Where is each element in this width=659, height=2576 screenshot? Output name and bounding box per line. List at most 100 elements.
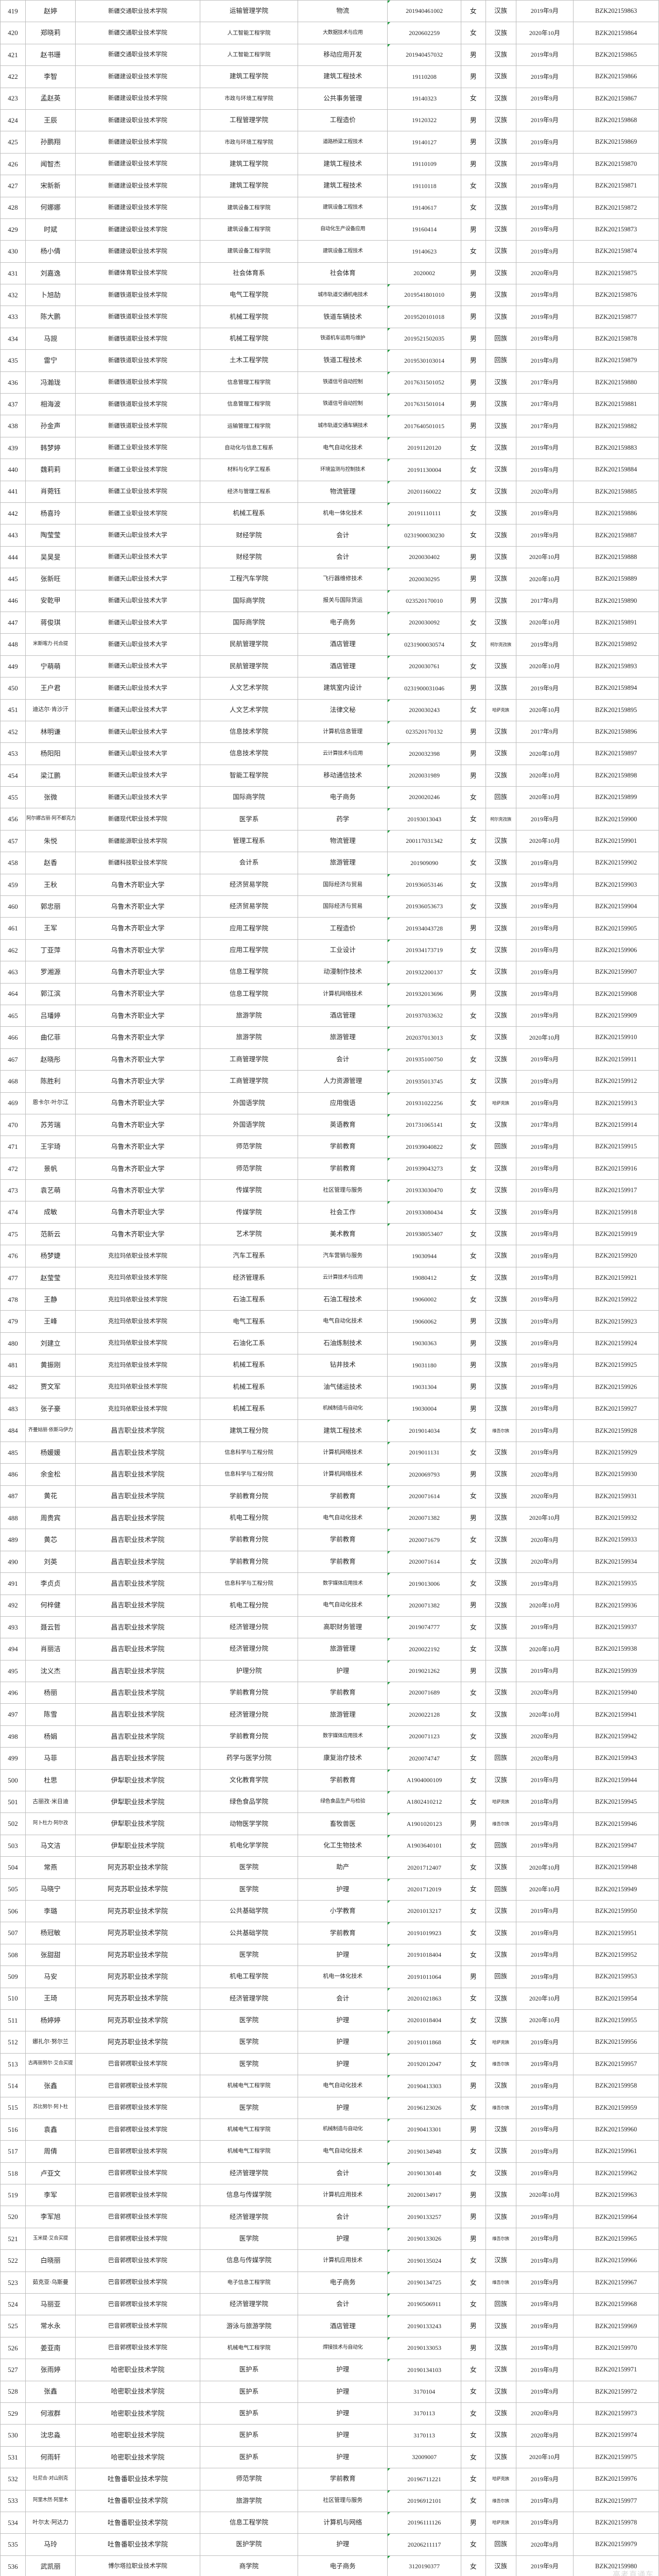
table-row[interactable]: 445 张新旺 新疆天山职业技术大学 工程汽车学院 飞行器维修技术 2020030295 男… xyxy=(0,568,659,590)
table-row[interactable]: 422 李智 新疆建设职业技术学院 建筑工程学院 建筑工程技术 19110208 男汉族 20… xyxy=(0,65,659,88)
table-row[interactable]: 486 余金松 昌吉职业技术学院 信息科学与工程分院 计算机网络技术 2020069793… xyxy=(0,1463,659,1486)
table-row[interactable]: 466 曲亿菲 乌鲁木齐职业大学 旅游学院 旅游管理 202037013013 女汉族 202… xyxy=(0,1026,659,1049)
table-row[interactable]: 425 孙鹏翔 新疆建设职业技术学院 市政与环境工程学院 道路桥梁工程技术 1914012… xyxy=(0,131,659,154)
table-row[interactable]: 517 周倩 巴音郭楞职业技术学院 机械电气工程学院 电气自动化技术 2019013494… xyxy=(0,2140,659,2163)
table-row[interactable]: 489 黄芯 昌吉职业技术学院 学前教育分院 学前教育 2020071679 女汉族 2020… xyxy=(0,1529,659,1551)
table-row[interactable]: 490 刘英 昌吉职业技术学院 学前教育分院 学前教育 2020071614 女汉族 2020… xyxy=(0,1550,659,1573)
table-row[interactable]: 475 范新云 乌鲁木齐职业大学 艺术学院 美术教育 201938053407 女汉族 201… xyxy=(0,1223,659,1246)
table-row[interactable]: 435 雷宁 新疆铁道职业技术学院 土木工程学院 铁道工程技术 2019530103014… xyxy=(0,349,659,372)
table-row[interactable]: 479 王峰 克拉玛依职业技术学院 电气工程系 电气自动化技术 19060062 男汉族 20… xyxy=(0,1310,659,1333)
table-row[interactable]: 447 蒋俊琪 新疆天山职业技术大学 国际商学院 电子商务 2020030092 女汉族 20… xyxy=(0,611,659,634)
table-row[interactable]: 476 杨梦婕 克拉玛依职业技术学院 汽车工程系 汽车营销与服务 19030944 女汉族 2… xyxy=(0,1245,659,1267)
table-row[interactable]: 523 茹克亚·乌斯曼 巴音郭楞职业技术学院 电子信息工程学院 电子商务 20190134… xyxy=(0,2271,659,2294)
table-row[interactable]: 434 马觊 新疆铁道职业技术学院 机械工程学院 铁道机车运用与维护 2019521502… xyxy=(0,327,659,350)
table-row[interactable]: 427 宋新新 新疆建设职业技术学院 建筑工程学院 建筑工程技术 19110118 女汉族 2… xyxy=(0,175,659,197)
table-row[interactable]: 532 吐尼合·对山别克 吐鲁番职业技术学院 师范学院 学前教育 20196711221 女… xyxy=(0,2468,659,2490)
table-row[interactable]: 519 李军 巴音郭楞职业技术学院 信息与传媒学院 计算机应用技术 20200134917… xyxy=(0,2184,659,2207)
table-row[interactable]: 506 李璐 阿克苏职业技术学院 公共基础学院 小学教育 20201013217 女汉族 20… xyxy=(0,1900,659,1923)
table-row[interactable]: 495 沈义杰 昌吉职业技术学院 护理分院 护理 2019021262 男汉族 2019年9月… xyxy=(0,1659,659,1683)
table-row[interactable]: 496 杨丽 昌吉职业技术学院 学前教育分院 学前教育 2020071689 女汉族 2020… xyxy=(0,1682,659,1704)
table-row[interactable]: 480 刘建立 克拉玛依职业技术学院 石油化工系 石油炼制技术 19030363 男汉族 20… xyxy=(0,1332,659,1355)
table-row[interactable]: 527 张雨婷 哈密职业技术学院 医护系 护理 20190134103 女汉族 2019年9月… xyxy=(0,2359,659,2381)
table-row[interactable]: 457 朱悦 新疆能源职业技术学院 管理工程系 物流管理 200117031342 女汉族 2… xyxy=(0,829,659,853)
table-row[interactable]: 431 刘嘉逸 新疆体育职业技术学院 社会体育系 社会体育 2020002 男汉族 2020年… xyxy=(0,262,659,285)
table-row[interactable]: 530 沈忠淼 哈密职业技术学院 医护系 护理 3170113 女汉族 2020年9月 BZK2… xyxy=(0,2424,659,2447)
table-row[interactable]: 420 郑晓莉 新疆交通职业技术学院 人工智能工程学院 大数据技术与应用 20206022… xyxy=(0,22,659,44)
table-row[interactable]: 488 周贵宾 昌吉职业技术学院 机电工程分院 电气自动化技术 2020071382 男汉族… xyxy=(0,1506,659,1530)
table-row[interactable]: 518 卢亚文 巴音郭楞职业技术学院 经济管理学院 会计 20190130148 女汉族 20… xyxy=(0,2162,659,2185)
table-row[interactable]: 439 韩梦婷 新疆工业职业技术学院 自动化与信息工程系 电气自动化技术 20191120… xyxy=(0,436,659,460)
table-row[interactable]: 464 郭江滨 乌鲁木齐职业大学 信息工程学院 计算机网络技术 201932013696 男… xyxy=(0,982,659,1005)
table-row[interactable]: 509 马安 阿克苏职业技术学院 机电工程学院 机电一体化技术 20191011064 男回… xyxy=(0,1965,659,1988)
table-row[interactable]: 485 杨媛媛 昌吉职业技术学院 信息科学与工程分院 计算机网络技术 2019011131… xyxy=(0,1441,659,1464)
table-row[interactable]: 484 齐曼姑丽·依斯马伊力 昌吉职业技术学院 建筑工程分院 建筑工程技术 2019014… xyxy=(0,1419,659,1442)
table-row[interactable]: 446 安乾甲 新疆天山职业技术大学 国际商学院 报关与国际货运 023520170010… xyxy=(0,589,659,612)
table-row[interactable]: 440 魏莉莉 新疆工业职业技术学院 材料与化学工程系 环境监测与控制技术 2019113… xyxy=(0,459,659,481)
table-row[interactable]: 505 马晓宁 阿克苏职业技术学院 医学院 护理 20201712019 女回族 2020年1… xyxy=(0,1878,659,1901)
table-row[interactable]: 514 张鑫 巴音郭楞职业技术学院 机械电气工程学院 电气自动化技术 2019041330… xyxy=(0,2075,659,2097)
table-row[interactable]: 534 叶尔太·阿达力 吐鲁番职业技术学院 信息工程学院 计算机与网络 201961111… xyxy=(0,2511,659,2534)
table-row[interactable]: 455 张微 新疆天山职业技术大学 国际商学院 电子商务 2020020246 女回族 202… xyxy=(0,786,659,809)
table-row[interactable]: 442 杨喜玲 新疆工业职业技术学院 机械工程系 机电一体化技术 20191110111 女… xyxy=(0,502,659,525)
table-row[interactable]: 423 孟赵英 新疆建设职业技术学院 市政与环境工程学院 公共事务管理 19140323 女… xyxy=(0,87,659,110)
table-row[interactable]: 511 杨婷婷 阿克苏职业技术学院 医学院 护理 20201018404 女汉族 2020年1… xyxy=(0,2009,659,2032)
table-row[interactable]: 428 何娜娜 新疆建设职业技术学院 建筑设备工程学院 建筑设备工程技术 19140617… xyxy=(0,196,659,219)
table-row[interactable]: 528 张鑫 哈密职业技术学院 医护系 护理 3170104 女汉族 2019年9月 BZK20… xyxy=(0,2380,659,2403)
table-row[interactable]: 451 迪达尔·肯沙汗 新疆天山职业技术大学 人文艺术学院 法律文秘 2020030243… xyxy=(0,699,659,721)
table-row[interactable]: 432 卜旭劼 新疆铁道职业技术学院 电气工程学院 城市轨道交通机电技术 20195418… xyxy=(0,284,659,307)
table-row[interactable]: 524 马丽亚 巴音郭楞职业技术学院 经济管理学院 会计 20190506911 女回族 20… xyxy=(0,2293,659,2316)
table-row[interactable]: 463 罗湘源 乌鲁木齐职业大学 信息工程学院 动漫制作技术 201932200137 女汉… xyxy=(0,961,659,984)
table-row[interactable]: 436 冯瀚珑 新疆铁道职业技术学院 信息管理工程学院 铁道信号自动控制 20176315… xyxy=(0,371,659,394)
table-row[interactable]: 444 吴昊旻 新疆天山职业技术大学 财经学院 会计 2020030402 男汉族 2020年… xyxy=(0,546,659,569)
table-row[interactable]: 474 成敏 乌鲁木齐职业大学 传媒学院 社会工作 201933080434 女汉族 2019… xyxy=(0,1201,659,1224)
table-row[interactable]: 501 古丽孜·米日迪 伊犁职业技术学院 绿色食品学院 绿色食品生产与检验 A180241… xyxy=(0,1791,659,1814)
table-row[interactable]: 433 陈大鹏 新疆铁道职业技术学院 机械工程学院 铁道车辆技术 201952010101… xyxy=(0,306,659,328)
table-row[interactable]: 472 景帆 乌鲁木齐职业大学 师范学院 学前教育 201939043273 女汉族 2019… xyxy=(0,1157,659,1180)
table-row[interactable]: 471 王宇琦 乌鲁木齐职业大学 师范学院 学前教育 201939040822 女回族 201… xyxy=(0,1136,659,1158)
table-row[interactable]: 510 王琦 阿克苏职业技术学院 经济管理学院 会计 20201021863 女汉族 2020… xyxy=(0,1987,659,2010)
table-row[interactable]: 493 聂云哲 昌吉职业技术学院 经济管理分院 高职财务管理 2019074777 女汉族 2… xyxy=(0,1616,659,1639)
table-row[interactable]: 450 王户君 新疆天山职业技术大学 人文艺术学院 建筑室内设计 023190003104… xyxy=(0,677,659,700)
table-row[interactable]: 468 陈胜利 乌鲁木齐职业大学 工商管理学院 人力资源管理 201935013745 女汉… xyxy=(0,1070,659,1093)
table-row[interactable]: 449 宁萌萌 新疆天山职业技术大学 民航管理学院 酒店管理 2020030761 女汉族 2… xyxy=(0,655,659,678)
table-row[interactable]: 454 梁江鹏 新疆天山职业技术大学 智能工程学院 移动通信技术 2020031989 男汉… xyxy=(0,764,659,787)
table-row[interactable]: 497 陈雪 昌吉职业技术学院 经济管理分院 旅游管理 2020022128 女汉族 2020… xyxy=(0,1703,659,1726)
table-row[interactable]: 469 恩卡尔·叶尔江 乌鲁木齐职业大学 外国语学院 应用俄语 201931022256 女… xyxy=(0,1092,659,1114)
table-row[interactable]: 491 李贞贞 昌吉职业技术学院 信息科学与工程分院 数字媒体应用技术 201901300… xyxy=(0,1572,659,1595)
table-row[interactable]: 531 何雨轩 哈密职业技术学院 医护系 护理 32009007 女汉族 2020年10月 BZ… xyxy=(0,2446,659,2469)
table-row[interactable]: 459 王秋 乌鲁木齐职业大学 经济贸易学院 国际经济与贸易 201936053146 女汉… xyxy=(0,873,659,896)
table-row[interactable]: 481 黄振刚 克拉玛依职业技术学院 机械工程系 钻井技术 19031180 男汉族 2019… xyxy=(0,1354,659,1377)
table-row[interactable]: 521 玉米提·艾合买提 巴音郭楞职业技术学院 医学院 护理 20190133026 男维吾… xyxy=(0,2227,659,2250)
table-row[interactable]: 502 阿卜杜力·阿尔孜 伊犁职业技术学院 动物医学学院 畜牧兽医 A1901020123… xyxy=(0,1812,659,1835)
table-row[interactable]: 470 苏芳瑞 乌鲁木齐职业大学 外国语学院 英语教育 201731065141 女汉族 20… xyxy=(0,1113,659,1137)
table-row[interactable]: 504 常燕 阿克苏职业技术学院 医学院 助产 20201712407 女汉族 2020年10… xyxy=(0,1856,659,1879)
table-row[interactable]: 453 杨阳阳 新疆天山职业技术大学 信息技术学院 云计算技术与应用 2020032398… xyxy=(0,742,659,765)
table-row[interactable]: 452 林明谦 新疆天山职业技术大学 信息技术学院 计算机信息管理 02352017013… xyxy=(0,720,659,743)
table-row[interactable]: 477 赵莹莹 克拉玛依职业技术学院 经济管理系 云计算技术与应用 19080412 女汉族… xyxy=(0,1266,659,1290)
table-row[interactable]: 513 古再丽努尔·艾合买提 巴音郭楞职业技术学院 医学院 护理 20192012047 女… xyxy=(0,2053,659,2076)
table-row[interactable]: 525 常水永 巴音郭楞职业技术学院 游泳与旅游学院 酒店管理 20190133243 男汉… xyxy=(0,2315,659,2337)
table-row[interactable]: 424 王辰 新疆建设职业技术学院 工程管理学院 工程造价 19120322 男汉族 2019… xyxy=(0,109,659,132)
table-row[interactable]: 430 杨小倩 新疆建设职业技术学院 建筑设备工程学院 建筑设备工程技术 19140623… xyxy=(0,240,659,263)
table-row[interactable]: 458 赵香 新疆科技职业技术学院 会计系 旅游管理 201909090 女汉族 2019年9… xyxy=(0,852,659,874)
table-row[interactable]: 437 相海波 新疆铁道职业技术学院 信息管理工程学院 铁道信号自动控制 20176315… xyxy=(0,393,659,416)
table-row[interactable]: 520 李军旭 巴音郭楞职业技术学院 经济管理学院 会计 20190133257 男汉族 20… xyxy=(0,2206,659,2228)
table-row[interactable]: 473 袁艺萌 乌鲁木齐职业大学 传媒学院 社区管理与服务 201933030470 女汉族… xyxy=(0,1179,659,1202)
table-row[interactable]: 438 孙金声 新疆铁道职业技术学院 运输管理工程学院 城市轨道交通车辆技术 201764… xyxy=(0,415,659,437)
table-row[interactable]: 499 马菲 昌吉职业技术学院 药学与医学分院 康复治疗技术 2020074747 女回族 2… xyxy=(0,1747,659,1770)
table-row[interactable]: 421 赵书珊 新疆交通职业技术学院 人工智能工程学院 移动应用开发 2019404570… xyxy=(0,43,659,66)
table-row[interactable]: 494 肖丽洁 昌吉职业技术学院 经济管理分院 旅游管理 2020022192 女汉族 202… xyxy=(0,1638,659,1660)
table-row[interactable]: 443 陶莹莹 新疆天山职业技术大学 财经学院 会计 0231900030230 女汉族 20… xyxy=(0,524,659,547)
table-row[interactable]: 483 张子豪 克拉玛依职业技术学院 机械工程系 机械制造与自动化 19030004 男汉族… xyxy=(0,1397,659,1420)
table-row[interactable]: 508 张甜甜 阿克苏职业技术学院 医学院 护理 20191018404 女汉族 2019年9… xyxy=(0,1943,659,1967)
table-row[interactable]: 500 杜思 伊犁职业技术学院 文化教育学院 学前教育 A1904000109 女汉族 201… xyxy=(0,1769,659,1792)
table-row[interactable]: 448 米斯喀力·托合提 新疆天山职业技术大学 民航管理学院 酒店管理 023190003… xyxy=(0,633,659,656)
table-row[interactable]: 492 何梓健 昌吉职业技术学院 机电工程分院 电气自动化技术 2020071382 男汉族… xyxy=(0,1594,659,1617)
table-row[interactable]: 526 姜亚南 巴音郭楞职业技术学院 机械电气工程学院 焊接技术与自动化 20190133… xyxy=(0,2336,659,2360)
table-row[interactable]: 441 肖菀钰 新疆工业职业技术学院 经济与管理工程系 物流管理 20201160022 女… xyxy=(0,480,659,503)
table-row[interactable]: 419 赵婷 新疆交通职业技术学院 运输管理学院 物流 201940461002 女汉族 20… xyxy=(0,0,659,23)
table-row[interactable]: 515 苏比努尔·阿卜杜 巴音郭楞职业技术学院 医学院 护理 20196123026 女维吾… xyxy=(0,2096,659,2119)
table-row[interactable]: 461 王军 乌鲁木齐职业大学 应用工程学院 工程造价 201934043728 男汉族 20… xyxy=(0,917,659,940)
table-row[interactable]: 487 黄花 昌吉职业技术学院 学前教育分院 学前教育 2020071614 女汉族 2020… xyxy=(0,1485,659,1507)
table-row[interactable]: 482 贾文军 克拉玛依职业技术学院 机械工程系 油气储运技术 19031304 男汉族 20… xyxy=(0,1376,659,1399)
